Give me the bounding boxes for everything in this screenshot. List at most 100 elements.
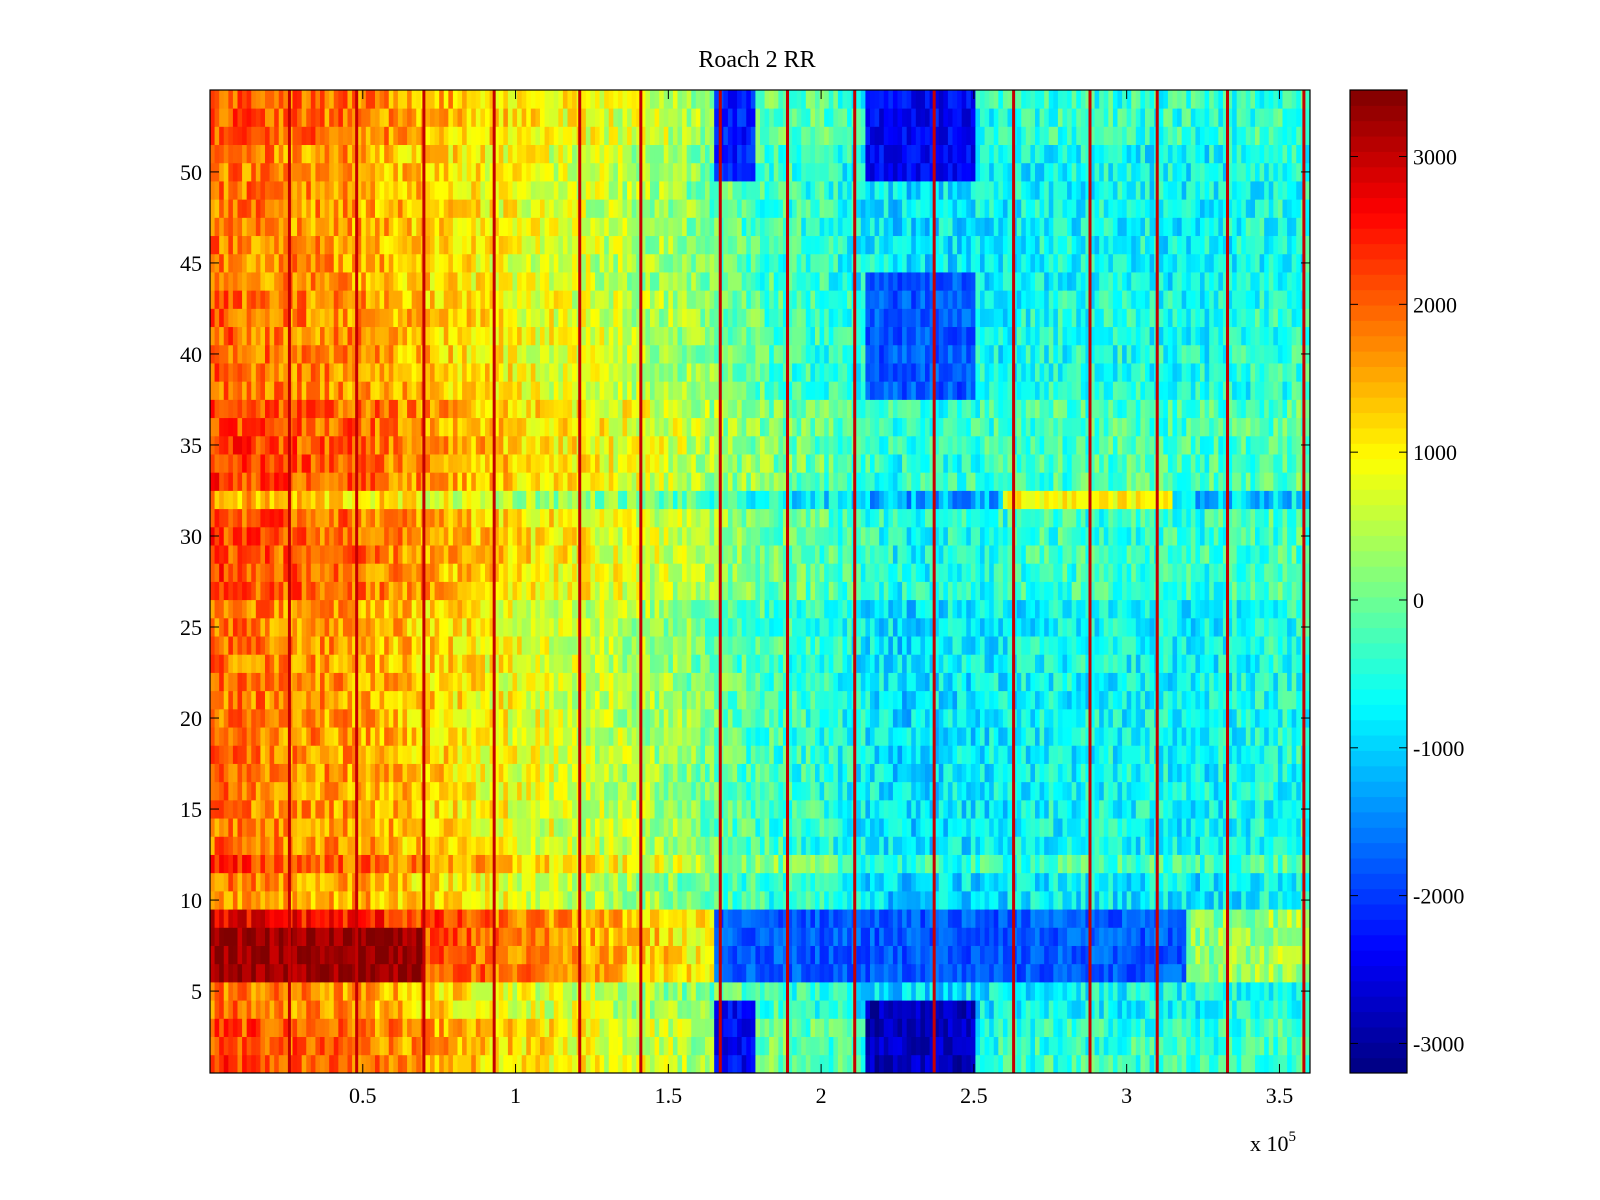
heatmap-cell xyxy=(512,1000,518,1019)
heatmap-cell xyxy=(1122,981,1128,1001)
heatmap-cell xyxy=(1145,836,1150,855)
heatmap-cell xyxy=(1245,1036,1251,1056)
heatmap-cell xyxy=(741,727,747,746)
heatmap-cell xyxy=(283,690,289,710)
heatmap-cell xyxy=(507,890,513,910)
heatmap-cell xyxy=(1108,781,1114,801)
heatmap-cell xyxy=(411,799,417,819)
heatmap-cell xyxy=(764,1036,770,1056)
heatmap-cell xyxy=(1071,708,1077,728)
heatmap-cell xyxy=(397,927,403,946)
heatmap-cell xyxy=(732,981,738,1001)
heatmap-cell xyxy=(1103,763,1109,783)
heatmap-cell xyxy=(1255,836,1260,855)
heatmap-cell xyxy=(865,1000,871,1019)
heatmap-cell xyxy=(943,727,949,746)
heatmap-cell xyxy=(1048,727,1054,746)
heatmap-cell xyxy=(1163,1054,1169,1074)
heatmap-cell xyxy=(283,708,289,728)
heatmap-cell xyxy=(654,818,660,837)
heatmap-cell xyxy=(526,909,532,928)
heatmap-cell xyxy=(274,727,280,746)
heatmap-cell xyxy=(1002,1054,1008,1074)
heatmap-cell xyxy=(260,836,266,855)
heatmap-cell xyxy=(1218,799,1224,819)
heatmap-cell xyxy=(856,745,862,764)
heatmap-cell xyxy=(984,1018,990,1037)
heatmap-cell xyxy=(1200,836,1205,855)
heatmap-cell xyxy=(1117,781,1123,801)
heatmap-cell xyxy=(1067,945,1073,965)
heatmap-cell xyxy=(1190,799,1196,819)
heatmap-cell xyxy=(452,799,458,819)
heatmap-cell xyxy=(352,1018,358,1037)
heatmap-cell xyxy=(1035,945,1040,965)
heatmap-cell xyxy=(888,890,894,910)
heatmap-cell xyxy=(246,781,252,801)
heatmap-cell xyxy=(984,927,990,946)
heatmap-cell xyxy=(682,963,688,983)
heatmap-cell xyxy=(342,1018,348,1037)
heatmap-cell xyxy=(503,818,509,837)
heatmap-cell xyxy=(1200,1054,1205,1074)
heatmap-cell xyxy=(650,1018,655,1037)
heatmap-cell xyxy=(865,708,871,728)
heatmap-cell xyxy=(306,890,312,910)
heatmap-cell xyxy=(553,1054,559,1074)
heatmap-cell xyxy=(915,836,921,855)
heatmap-cell xyxy=(572,708,578,728)
heatmap-cell xyxy=(480,1000,486,1019)
heatmap-cell xyxy=(1232,763,1238,783)
heatmap-cell xyxy=(750,981,756,1001)
heatmap-cell xyxy=(1090,818,1095,837)
heatmap-cell xyxy=(1131,872,1137,892)
heatmap-cell xyxy=(567,981,573,1001)
heatmap-cell xyxy=(1030,909,1036,928)
heatmap-cell xyxy=(627,708,633,728)
heatmap-cell xyxy=(228,1054,234,1074)
heatmap-cell xyxy=(746,909,752,928)
heatmap-cell xyxy=(746,799,752,819)
heatmap-cell xyxy=(1035,981,1040,1001)
heatmap-cell xyxy=(1277,872,1283,892)
heatmap-cell xyxy=(906,1018,912,1037)
heatmap-cell xyxy=(1145,909,1150,928)
heatmap-cell xyxy=(251,872,257,892)
heatmap-cell xyxy=(1305,1054,1311,1074)
heatmap-cell xyxy=(769,818,775,837)
heatmap-cell xyxy=(585,1054,591,1074)
heatmap-cell xyxy=(769,890,775,910)
heatmap-cell xyxy=(315,799,321,819)
heatmap-cell xyxy=(677,945,683,965)
heatmap-cell xyxy=(430,963,435,983)
heatmap-cell xyxy=(856,890,862,910)
heatmap-cell xyxy=(1181,1054,1187,1074)
heatmap-cell xyxy=(425,981,431,1001)
heatmap-cell xyxy=(911,836,917,855)
heatmap-cell xyxy=(278,1018,284,1037)
heatmap-cell xyxy=(883,727,889,746)
heatmap-cell xyxy=(1094,708,1100,728)
heatmap-cell xyxy=(782,854,788,874)
heatmap-cell xyxy=(1273,963,1279,983)
heatmap-cell xyxy=(847,872,853,892)
heatmap-cell xyxy=(1296,727,1302,746)
heatmap-cell xyxy=(361,763,367,783)
heatmap-cell xyxy=(315,727,321,746)
heatmap-cell xyxy=(471,745,477,764)
heatmap-cell xyxy=(338,745,344,764)
heatmap-cell xyxy=(393,872,399,892)
heatmap-cell xyxy=(352,1036,358,1056)
heatmap-cell xyxy=(1131,890,1137,910)
heatmap-cell xyxy=(526,1036,532,1056)
heatmap-cell xyxy=(847,1018,853,1037)
heatmap-cell xyxy=(819,1000,825,1019)
heatmap-cell xyxy=(760,836,765,855)
heatmap-cell xyxy=(585,981,591,1001)
heatmap-cell xyxy=(874,818,880,837)
heatmap-cell xyxy=(585,763,591,783)
heatmap-cell xyxy=(984,854,990,874)
heatmap-cell xyxy=(966,1054,972,1074)
heatmap-cell xyxy=(815,690,820,710)
heatmap-cell xyxy=(1268,890,1274,910)
